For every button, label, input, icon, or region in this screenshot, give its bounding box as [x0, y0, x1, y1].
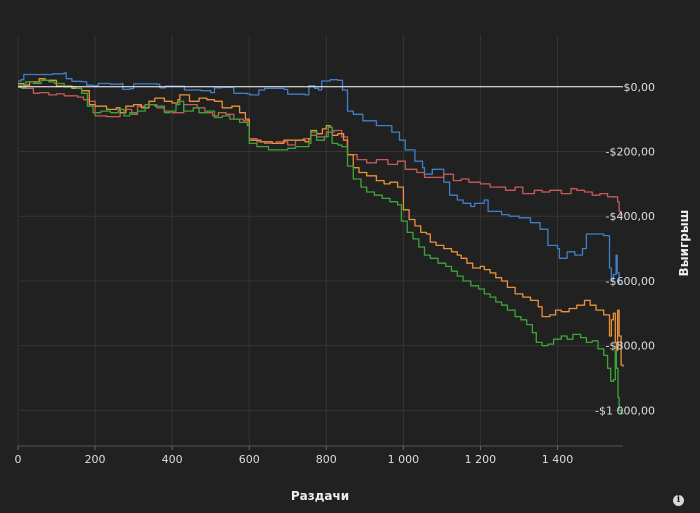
x-axis-title: Раздачи	[291, 489, 349, 503]
x-tick-label: 800	[316, 453, 337, 466]
info-icon[interactable]: i	[673, 495, 684, 506]
y-tick-label: -$600,00	[606, 275, 655, 288]
y-axis-title: Выигрыш	[677, 210, 691, 277]
series-line-4	[18, 79, 624, 415]
x-tick-label: 600	[239, 453, 260, 466]
y-axis-ticks: $0,00 -$200,00 -$400,00 -$600,00 -$800,00 -$1…	[595, 81, 655, 418]
x-tick-label: 0	[15, 453, 22, 466]
x-tick-label: 400	[162, 453, 183, 466]
x-tick-label: 1 200	[465, 453, 497, 466]
series-line-3	[18, 78, 624, 367]
x-axis-ticks: 0 200 400 600 800 1 000 1 200 1 400	[15, 446, 574, 466]
y-tick-label: -$1 000,00	[595, 404, 655, 417]
x-tick-label: 1 400	[542, 453, 574, 466]
y-tick-label: $0,00	[624, 81, 656, 94]
x-tick-label: 1 000	[388, 453, 420, 466]
y-tick-label: -$400,00	[606, 210, 655, 223]
series-line-2	[18, 86, 623, 216]
y-tick-label: -$800,00	[606, 340, 655, 353]
series-lines	[18, 72, 624, 415]
x-tick-label: 200	[85, 453, 106, 466]
grid	[17, 35, 623, 447]
y-tick-label: -$200,00	[606, 146, 655, 159]
series-line-1	[18, 72, 623, 285]
